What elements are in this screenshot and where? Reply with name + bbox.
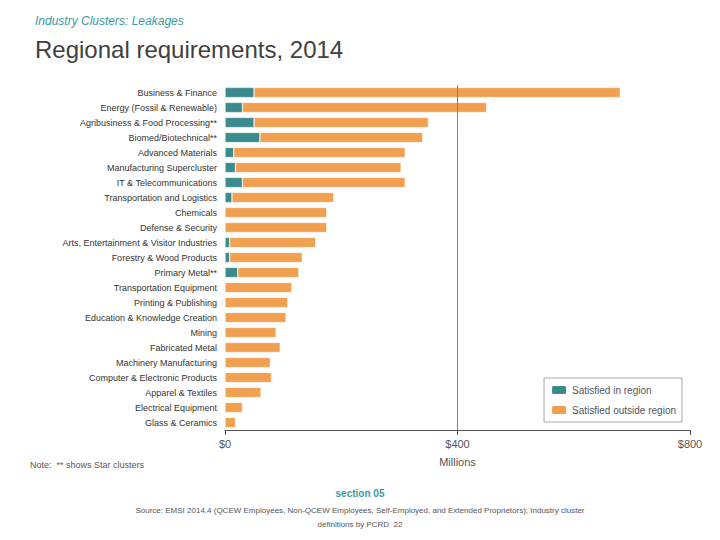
svg-text:$400: $400 [445, 438, 469, 450]
svg-text:section 05: section 05 [336, 488, 385, 499]
svg-text:Source: EMSI 2014.4 (QCEW Empl: Source: EMSI 2014.4 (QCEW Employees, Non… [135, 506, 584, 515]
svg-text:Biomed/Biotechnical**: Biomed/Biotechnical** [128, 133, 217, 143]
svg-text:Satisfied in region: Satisfied in region [572, 385, 652, 396]
svg-text:Fabricated Metal: Fabricated Metal [150, 343, 217, 353]
svg-text:Machinery Manufacturing: Machinery Manufacturing [116, 358, 217, 368]
svg-text:Forestry & Wood Products: Forestry & Wood Products [112, 253, 218, 263]
svg-text:Satisfied outside region: Satisfied outside region [572, 405, 676, 416]
svg-text:Transportation Equipment: Transportation Equipment [114, 283, 218, 293]
svg-text:Glass & Ceramics: Glass & Ceramics [145, 418, 218, 428]
svg-text:Apparel & Textiles: Apparel & Textiles [145, 388, 217, 398]
svg-text:Energy (Fossil & Renewable): Energy (Fossil & Renewable) [100, 103, 217, 113]
svg-text:Chemicals: Chemicals [175, 208, 218, 218]
svg-text:$0: $0 [219, 438, 231, 450]
svg-text:Mining: Mining [190, 328, 217, 338]
svg-text:Electrical Equipment: Electrical Equipment [135, 403, 218, 413]
svg-text:IT & Telecommunications: IT & Telecommunications [117, 178, 218, 188]
svg-text:Manufacturing Supercluster: Manufacturing Supercluster [107, 163, 217, 173]
svg-text:Primary Metal**: Primary Metal** [154, 268, 217, 278]
svg-text:Transportation and Logistics: Transportation and Logistics [104, 193, 217, 203]
svg-text:Millions: Millions [439, 456, 476, 468]
svg-text:$800: $800 [678, 438, 702, 450]
svg-text:Advanced Materials: Advanced Materials [138, 148, 218, 158]
svg-text:definitions by PCRD 22: definitions by PCRD 22 [318, 520, 403, 529]
svg-text:Printing & Publishing: Printing & Publishing [134, 298, 217, 308]
svg-text:Arts, Entertainment & Visitor: Arts, Entertainment & Visitor Industries [63, 238, 218, 248]
svg-text:Regional requirements, 2014: Regional requirements, 2014 [35, 36, 343, 63]
svg-text:Business & Finance: Business & Finance [137, 88, 217, 98]
svg-text:Defense & Security: Defense & Security [140, 223, 218, 233]
svg-text:Agribusiness & Food Processing: Agribusiness & Food Processing** [80, 118, 218, 128]
svg-text:Note: ** shows Star clusters: Note: ** shows Star clusters [30, 460, 145, 470]
svg-text:Computer & Electronic Products: Computer & Electronic Products [89, 373, 218, 383]
svg-text:Industry Clusters: Leakages: Industry Clusters: Leakages [35, 14, 184, 28]
svg-text:Education & Knowledge Creation: Education & Knowledge Creation [85, 313, 217, 323]
